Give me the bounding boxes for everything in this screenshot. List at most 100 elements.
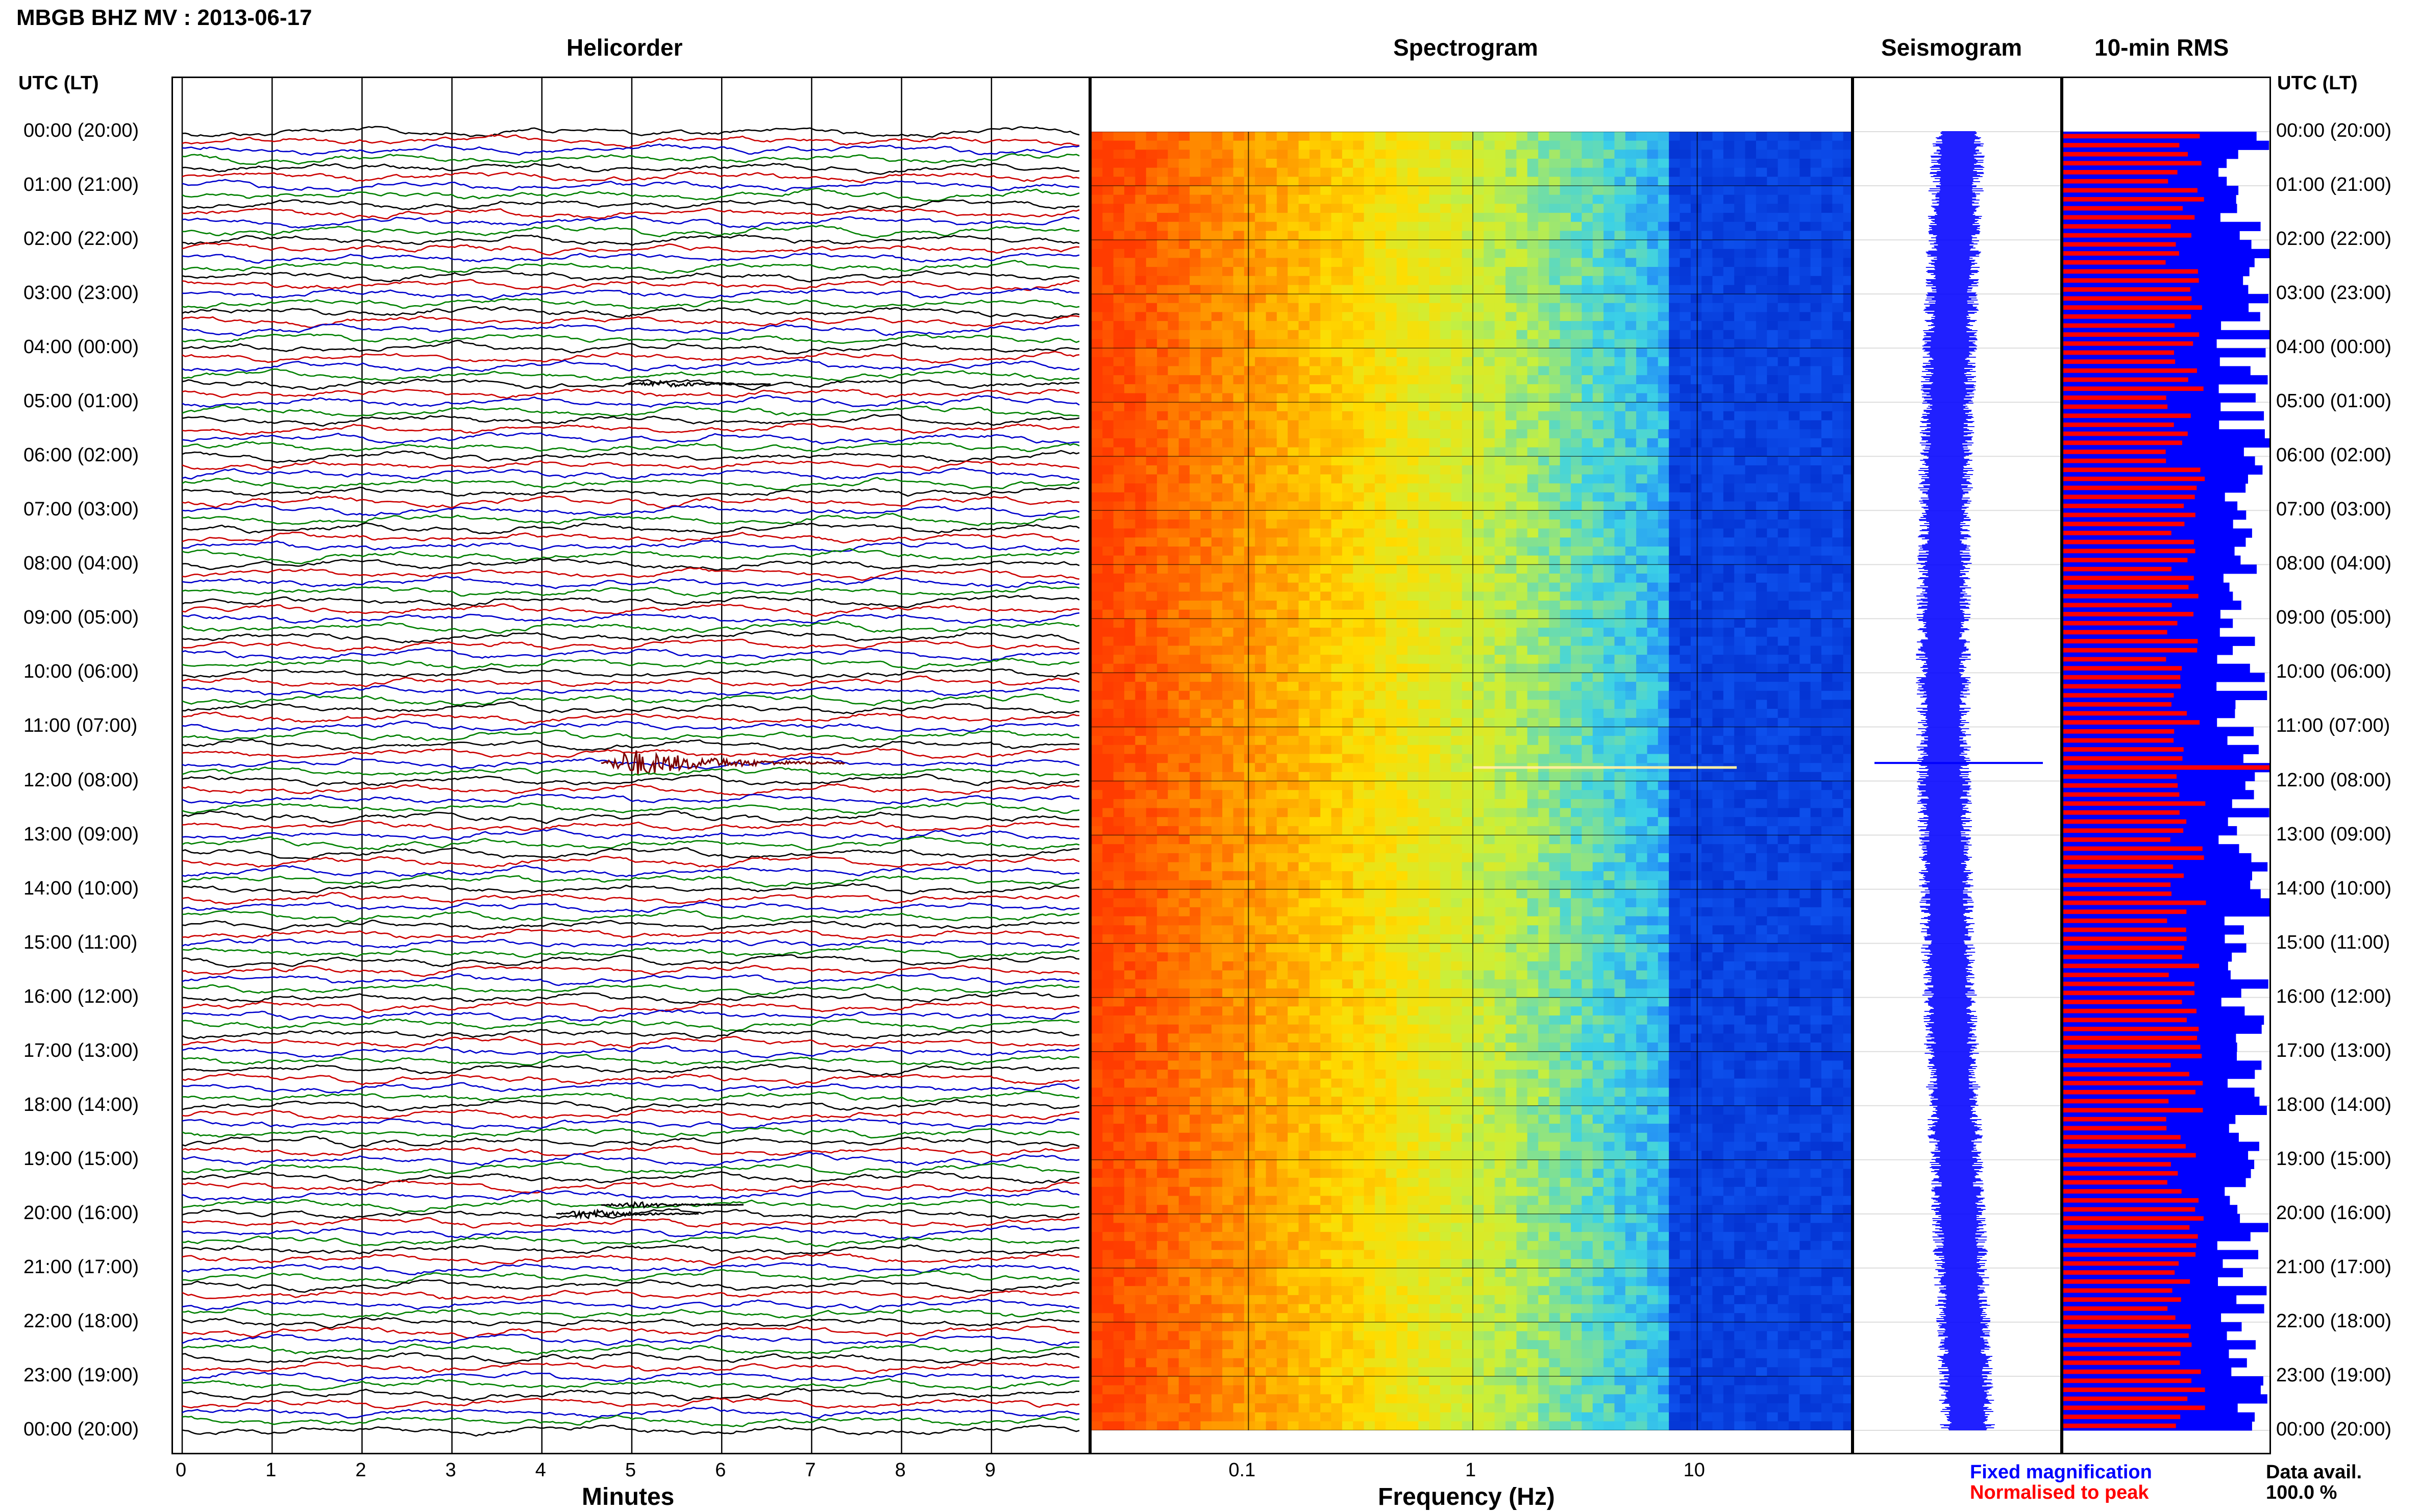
- spectrogram-cell: [1178, 384, 1190, 394]
- spectrogram-cell: [1440, 1232, 1452, 1242]
- spectrogram-cell: [1157, 574, 1169, 583]
- spectrogram-cell: [1135, 510, 1147, 520]
- spectrogram-cell: [1309, 348, 1321, 358]
- spectrogram-cell: [1364, 339, 1375, 349]
- spectrogram-cell: [1386, 717, 1397, 728]
- spectrogram-cell: [1113, 357, 1125, 367]
- spectrogram-cell: [1146, 1033, 1157, 1044]
- spectrogram-cell: [1135, 1070, 1147, 1079]
- spectrogram-cell: [1157, 1142, 1169, 1152]
- spectrogram-cell: [1190, 1097, 1201, 1106]
- spectrogram-cell: [1092, 1259, 1103, 1269]
- spectrogram-cell: [1342, 817, 1354, 827]
- spectrogram-cell: [1276, 1105, 1289, 1116]
- spectrogram-cell: [1276, 808, 1289, 818]
- spectrogram-cell: [1092, 1159, 1103, 1170]
- spectrogram-cell: [1374, 1295, 1387, 1305]
- spectrogram-cell: [1309, 925, 1321, 935]
- spectrogram-cell: [1102, 898, 1114, 908]
- spectrogram-cell: [1178, 420, 1190, 430]
- spectrogram-cell: [1211, 240, 1223, 250]
- spectrogram-cell: [1211, 736, 1223, 746]
- spectrogram-cell: [1288, 177, 1299, 187]
- spectrogram-cell: [1386, 609, 1397, 619]
- spectrogram-cell: [1255, 1213, 1267, 1224]
- spectrogram-cell: [1157, 835, 1169, 845]
- right-time-label: 00:00 (20:00): [2276, 1419, 2392, 1440]
- spectrogram-cell: [1255, 1114, 1267, 1125]
- spectrogram-cell: [1396, 609, 1408, 619]
- spectrogram-cell: [1178, 916, 1190, 926]
- spectrogram-cell: [1190, 1169, 1201, 1179]
- spectrogram-cell: [1429, 483, 1441, 493]
- spectrogram-cell: [1342, 961, 1354, 971]
- spectrogram-cell: [1135, 1213, 1147, 1224]
- helicorder-trace: [182, 954, 1080, 968]
- spectrogram-cell: [1429, 844, 1441, 854]
- spectrogram-cell: [1190, 952, 1201, 962]
- spectrogram-cell: [1353, 763, 1365, 773]
- spectrogram-cell: [1407, 231, 1419, 241]
- helicorder-trace: [182, 873, 1080, 888]
- spectrogram-cell: [1386, 357, 1397, 367]
- spectrogram-cell: [1342, 717, 1354, 728]
- spectrogram-cell: [1157, 1403, 1169, 1413]
- spectrogram-cell: [1418, 537, 1430, 547]
- spectrogram-cell: [1102, 907, 1114, 917]
- spectrogram-cell: [1178, 1313, 1190, 1323]
- spectrogram-cell: [1244, 465, 1256, 475]
- spectrogram-cell: [1440, 1241, 1452, 1251]
- spectrogram-cell: [1168, 474, 1179, 484]
- spectrogram-cell: [1386, 1421, 1397, 1431]
- spectrogram-cell: [1386, 781, 1397, 791]
- spectrogram-cell: [1298, 339, 1310, 349]
- spectrogram-cell: [1146, 871, 1157, 881]
- spectrogram-cell: [1102, 456, 1114, 466]
- spectrogram-cell: [1276, 1114, 1289, 1125]
- spectrogram-cell: [1276, 1304, 1289, 1314]
- spectrogram-cell: [1255, 646, 1267, 656]
- spectrogram-cell: [1244, 186, 1256, 195]
- spectrogram-cell: [1331, 717, 1343, 728]
- spectrogram-cell: [1342, 646, 1354, 656]
- spectrogram-cell: [1364, 1078, 1375, 1088]
- spectrogram-cell: [1222, 1403, 1234, 1413]
- spectrogram-cell: [1102, 1142, 1114, 1152]
- spectrogram-cell: [1233, 898, 1245, 908]
- spectrogram-cell: [1168, 1412, 1179, 1422]
- spectrogram-cell: [1374, 1151, 1387, 1160]
- spectrogram-cell: [1331, 429, 1343, 439]
- spectrogram-cell: [1200, 267, 1212, 277]
- spectrogram-cell: [1102, 1205, 1114, 1214]
- spectrogram-cell: [1092, 970, 1103, 980]
- spectrogram-cell: [1092, 231, 1103, 241]
- spectrogram-cell: [1102, 1241, 1114, 1251]
- spectrogram-cell: [1266, 1169, 1277, 1179]
- spectrogram-cell: [1200, 375, 1212, 385]
- spectrogram-cell: [1451, 258, 1463, 268]
- spectrogram-cell: [1222, 339, 1234, 349]
- spectrogram-cell: [1288, 961, 1299, 971]
- spectrogram-cell: [1342, 781, 1354, 791]
- spectrogram-cell: [1266, 285, 1277, 295]
- spectrogram-cell: [1190, 1376, 1201, 1386]
- spectrogram-cell: [1222, 628, 1234, 637]
- spectrogram-cell: [1222, 808, 1234, 818]
- spectrogram-cell: [1190, 474, 1201, 484]
- spectrogram-cell: [1135, 167, 1147, 178]
- spectrogram-cell: [1266, 1250, 1277, 1260]
- spectrogram-cell: [1113, 1340, 1125, 1350]
- spectrogram-cell: [1288, 835, 1299, 845]
- spectrogram-cell: [1440, 547, 1452, 556]
- spectrogram-cell: [1222, 817, 1234, 827]
- spectrogram-cell: [1211, 970, 1223, 980]
- spectrogram-cell: [1429, 1178, 1441, 1187]
- spectrogram-cell: [1407, 781, 1419, 791]
- spectrogram-cell: [1102, 591, 1114, 602]
- spectrogram-cell: [1222, 961, 1234, 971]
- spectrogram-cell: [1255, 150, 1267, 159]
- spectrogram-cell: [1222, 330, 1234, 340]
- spectrogram-cell: [1320, 249, 1332, 259]
- spectrogram-cell: [1178, 763, 1190, 773]
- spectrogram-cell: [1222, 132, 1234, 141]
